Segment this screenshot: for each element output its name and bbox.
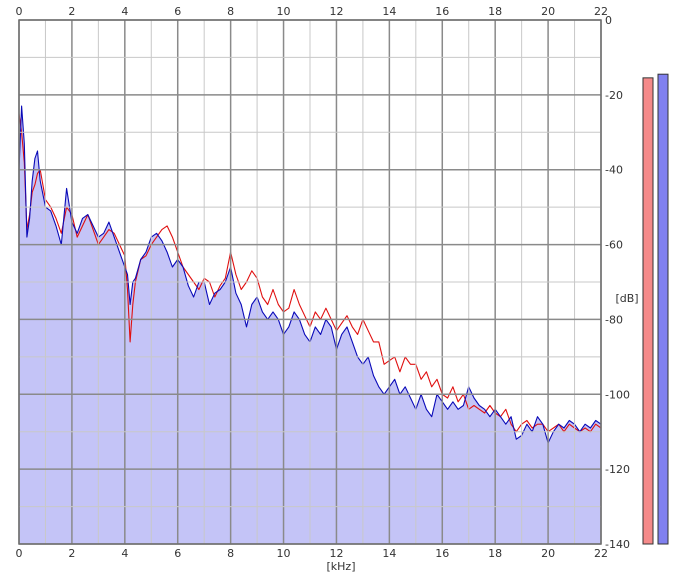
- x-tick-label-top: 20: [541, 5, 555, 18]
- x-tick-label-top: 6: [174, 5, 181, 18]
- x-tick-label-top: 18: [488, 5, 502, 18]
- y-tick-label: -20: [605, 89, 623, 102]
- x-tick-label-top: 16: [435, 5, 449, 18]
- plot-border: [18, 19, 602, 545]
- series-1-line: [18, 105, 602, 444]
- x-tick-labels-top: 0 2 4 6 8 10 12 14 16 18 20 22: [16, 5, 609, 18]
- x-tick-label-bottom: 8: [227, 547, 234, 560]
- x-tick-label-bottom: 6: [174, 547, 181, 560]
- x-tick-label-top: 10: [277, 5, 291, 18]
- y-tick-label: -60: [605, 239, 623, 252]
- x-tick-label-top: 14: [382, 5, 396, 18]
- y-tick-label: -120: [605, 463, 630, 476]
- y-axis-unit-label: [dB]: [615, 292, 638, 305]
- y-tick-labels: 0 -20 -40 -60 -80 -100 -120 -140: [605, 14, 630, 551]
- x-tick-label-top: 8: [227, 5, 234, 18]
- y-tick-label: -100: [605, 388, 630, 401]
- series-1-area: [19, 106, 601, 544]
- series-layer: [18, 105, 602, 544]
- level-meter-2: [657, 73, 669, 545]
- level-meters: [642, 73, 669, 545]
- x-axis-unit-label: [kHz]: [327, 560, 356, 573]
- x-tick-label-bottom: 4: [121, 547, 128, 560]
- x-tick-label-top: 4: [121, 5, 128, 18]
- x-tick-label-bottom: 18: [488, 547, 502, 560]
- x-tick-label-top: 22: [594, 5, 608, 18]
- y-tick-label: -80: [605, 313, 623, 326]
- x-tick-label-bottom: 10: [277, 547, 291, 560]
- x-tick-label-bottom: 22: [594, 547, 608, 560]
- x-tick-label-top: 12: [329, 5, 343, 18]
- level-meter-1: [642, 77, 654, 545]
- x-tick-label-bottom: 20: [541, 547, 555, 560]
- y-tick-label: -140: [605, 538, 630, 551]
- x-tick-label-bottom: 16: [435, 547, 449, 560]
- x-tick-label-bottom: 14: [382, 547, 396, 560]
- grid: [18, 19, 602, 545]
- x-tick-label-bottom: 0: [16, 547, 23, 560]
- x-tick-label-bottom: 2: [68, 547, 75, 560]
- y-tick-label: -40: [605, 164, 623, 177]
- x-tick-label-bottom: 12: [329, 547, 343, 560]
- x-tick-label-top: 2: [68, 5, 75, 18]
- y-tick-label: 0: [605, 14, 612, 27]
- x-tick-label-top: 0: [16, 5, 23, 18]
- x-tick-labels-bottom: 0 2 4 6 8 10 12 14 16 18 20 22: [16, 547, 609, 560]
- series-0-line: [18, 113, 602, 433]
